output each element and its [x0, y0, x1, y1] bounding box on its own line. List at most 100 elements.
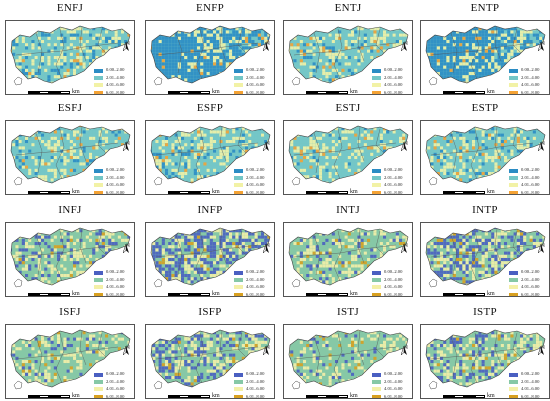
- north-label: N: [541, 244, 545, 249]
- legend-item: 2.01–4.00: [372, 276, 412, 283]
- legend-label: 2.01–4.00: [384, 74, 403, 80]
- panel-title: INFJ: [58, 204, 82, 216]
- region-outline: [150, 227, 271, 286]
- legend-swatch: [234, 285, 243, 290]
- scale-unit: km: [212, 291, 220, 297]
- north-label: N: [541, 142, 545, 147]
- scale-bar-graphic: [28, 191, 70, 194]
- legend-label: 0.00–2.00: [384, 167, 403, 173]
- legend: 0.00–2.002.01–4.004.01–6.006.01–8.008.01…: [509, 371, 549, 398]
- map-panel: INFP N 0.00–2.00 2.01–4.00 4.01–6.00 6.01–8.0…: [145, 202, 275, 299]
- legend: 0.00–2.002.01–4.004.01–6.006.01–8.008.01…: [94, 67, 134, 95]
- scale-bar: km0510: [443, 393, 513, 398]
- legend-swatch: [94, 394, 103, 398]
- legend-label: 4.01–6.00: [521, 284, 540, 290]
- island-outline: [13, 76, 23, 86]
- choropleth-map: [425, 329, 546, 390]
- legend-swatch: [372, 183, 381, 188]
- scale-bar-graphic: [443, 293, 485, 296]
- legend-swatch: [509, 190, 518, 194]
- region-outline: [150, 125, 271, 184]
- legend: 0.00–2.002.01–4.004.01–6.006.01–8.008.01…: [372, 371, 412, 398]
- legend: 0.00–2.002.01–4.004.01–6.006.01–8.008.01…: [372, 269, 412, 296]
- legend-label: 2.01–4.00: [106, 276, 125, 282]
- panel-title: ENFP: [195, 2, 225, 14]
- map-frame: N0.00–2.002.01–4.004.01–6.006.01–8.008.0…: [145, 324, 275, 399]
- legend-label: 0.00–2.00: [246, 371, 265, 377]
- legend-label: 6.01–8.00: [106, 393, 125, 399]
- north-label: N: [266, 42, 270, 47]
- scale-unit: km: [487, 189, 495, 195]
- legend-swatch: [234, 270, 243, 275]
- legend-swatch: [94, 176, 103, 181]
- legend-label: 4.01–6.00: [521, 386, 540, 392]
- legend-item: 0.00–2.00: [234, 167, 274, 174]
- island-outline: [13, 278, 23, 288]
- legend-label: 4.01–6.00: [384, 386, 403, 392]
- map-panel: ISTJ N 0.00–2.00 2.01–4.00 4.01–6.00 6.01–8.0…: [283, 304, 413, 401]
- panel-title: ESTJ: [335, 102, 361, 114]
- legend-swatch: [372, 190, 381, 194]
- legend-item: 4.01–6.00: [94, 82, 134, 89]
- scale-unit: km: [212, 89, 220, 95]
- north-label: N: [126, 42, 130, 47]
- north-arrow-icon: N: [401, 42, 411, 56]
- map-frame: N0.00–2.002.01–4.004.01–6.006.01–8.008.0…: [420, 20, 550, 95]
- scale-unit: km: [212, 393, 220, 399]
- choropleth-map: [10, 227, 131, 288]
- panel-title: ESFP: [196, 102, 224, 114]
- choropleth-map: [425, 227, 546, 288]
- legend-label: 2.01–4.00: [384, 276, 403, 282]
- legend-item: 2.01–4.00: [372, 74, 412, 81]
- region-outline: [288, 227, 409, 286]
- legend-item: 2.01–4.00: [234, 174, 274, 181]
- legend-label: 4.01–6.00: [106, 284, 125, 290]
- legend-item: 6.01–8.00: [234, 89, 274, 94]
- north-arrow-icon: N: [263, 42, 273, 56]
- legend-label: 6.01–8.00: [521, 89, 540, 95]
- choropleth-map: [150, 227, 271, 288]
- legend-swatch: [94, 372, 103, 377]
- north-arrow-icon: N: [401, 244, 411, 258]
- island-outline: [428, 176, 438, 186]
- legend-label: 0.00–2.00: [384, 371, 403, 377]
- region-outline: [288, 329, 409, 388]
- north-arrow-icon: N: [123, 142, 133, 156]
- legend-item: 0.00–2.00: [509, 371, 549, 378]
- region-outline: [425, 227, 546, 286]
- legend-label: 4.01–6.00: [384, 182, 403, 188]
- choropleth-map: [288, 125, 409, 186]
- legend: 0.00–2.002.01–4.004.01–6.006.01–8.008.01…: [372, 67, 412, 94]
- choropleth-map: [150, 125, 271, 186]
- legend-label: 4.01–6.00: [521, 82, 540, 88]
- legend-label: 4.01–6.00: [521, 182, 540, 188]
- map-frame: N0.00–2.002.01–4.004.01–6.006.01–8.008.0…: [5, 222, 135, 297]
- legend-item: 0.00–2.00: [509, 269, 549, 276]
- legend-label: 4.01–6.00: [106, 182, 125, 188]
- legend-item: 0.00–2.00: [372, 371, 412, 378]
- legend-swatch: [372, 168, 381, 173]
- legend-label: 6.01–8.00: [106, 89, 125, 95]
- choropleth-map: [288, 329, 409, 390]
- legend-item: 6.01–8.00: [372, 89, 412, 94]
- map-frame: N0.00–2.002.01–4.004.01–6.006.01–8.008.0…: [283, 120, 413, 195]
- legend-item: 6.01–8.00: [94, 393, 134, 399]
- legend-label: 0.00–2.00: [384, 269, 403, 275]
- legend: 0.00–2.002.01–4.004.01–6.006.01–8.008.01…: [234, 371, 274, 398]
- map-panel: ESTP N 0.00–2.00 2.01–4.00 4.01–6.00 6.01–8.0…: [420, 100, 550, 197]
- scale-bar-graphic: [168, 395, 210, 398]
- north-label: N: [541, 346, 545, 351]
- island-outline: [291, 176, 301, 186]
- legend-item: 6.01–8.00: [509, 89, 549, 95]
- scale-bar: km0510: [306, 89, 376, 94]
- legend-swatch: [372, 292, 381, 296]
- legend-swatch: [234, 176, 243, 181]
- legend-swatch: [372, 394, 381, 398]
- legend-item: 2.01–4.00: [94, 174, 134, 181]
- region-outline: [425, 125, 546, 184]
- legend-label: 2.01–4.00: [521, 378, 540, 384]
- north-arrow-icon: N: [538, 142, 548, 156]
- scale-bar: km0510: [28, 393, 98, 398]
- region-outline: [10, 25, 131, 84]
- legend-item: 6.01–8.00: [234, 393, 274, 398]
